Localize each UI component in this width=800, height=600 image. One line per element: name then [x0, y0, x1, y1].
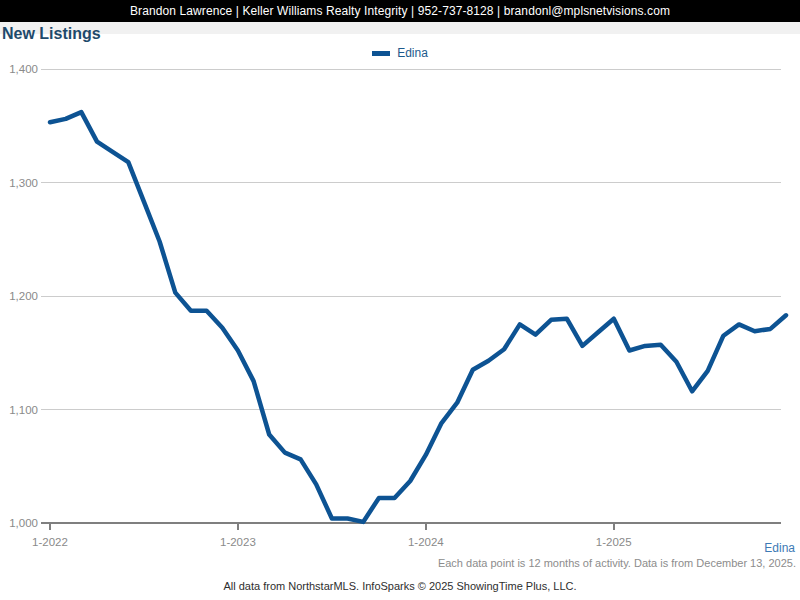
y-tick-label: 1,400 [2, 62, 38, 76]
footer-note: Each data point is 12 months of activity… [438, 557, 796, 569]
new-listings-line-chart: 1,000 1,100 1,200 1,300 1,400 1-2022 1-2023 1-… [0, 0, 800, 600]
y-tick-label: 1,300 [2, 176, 38, 190]
edina-series-line [50, 112, 786, 522]
y-tick-label: 1,100 [2, 403, 38, 417]
x-tick-label: 1-2024 [396, 535, 456, 549]
x-tick-label: 1-2025 [584, 535, 644, 549]
chart-canvas [0, 0, 800, 600]
footer-series-label: Edina [764, 541, 795, 555]
x-tick-label: 1-2023 [208, 535, 268, 549]
y-tick-label: 1,000 [2, 516, 38, 530]
footer-attribution: All data from NorthstarMLS. InfoSparks ©… [0, 580, 800, 592]
report-page: Brandon Lawrence | Keller Williams Realt… [0, 0, 800, 600]
y-tick-label: 1,200 [2, 289, 38, 303]
x-tick-label: 1-2022 [20, 535, 80, 549]
